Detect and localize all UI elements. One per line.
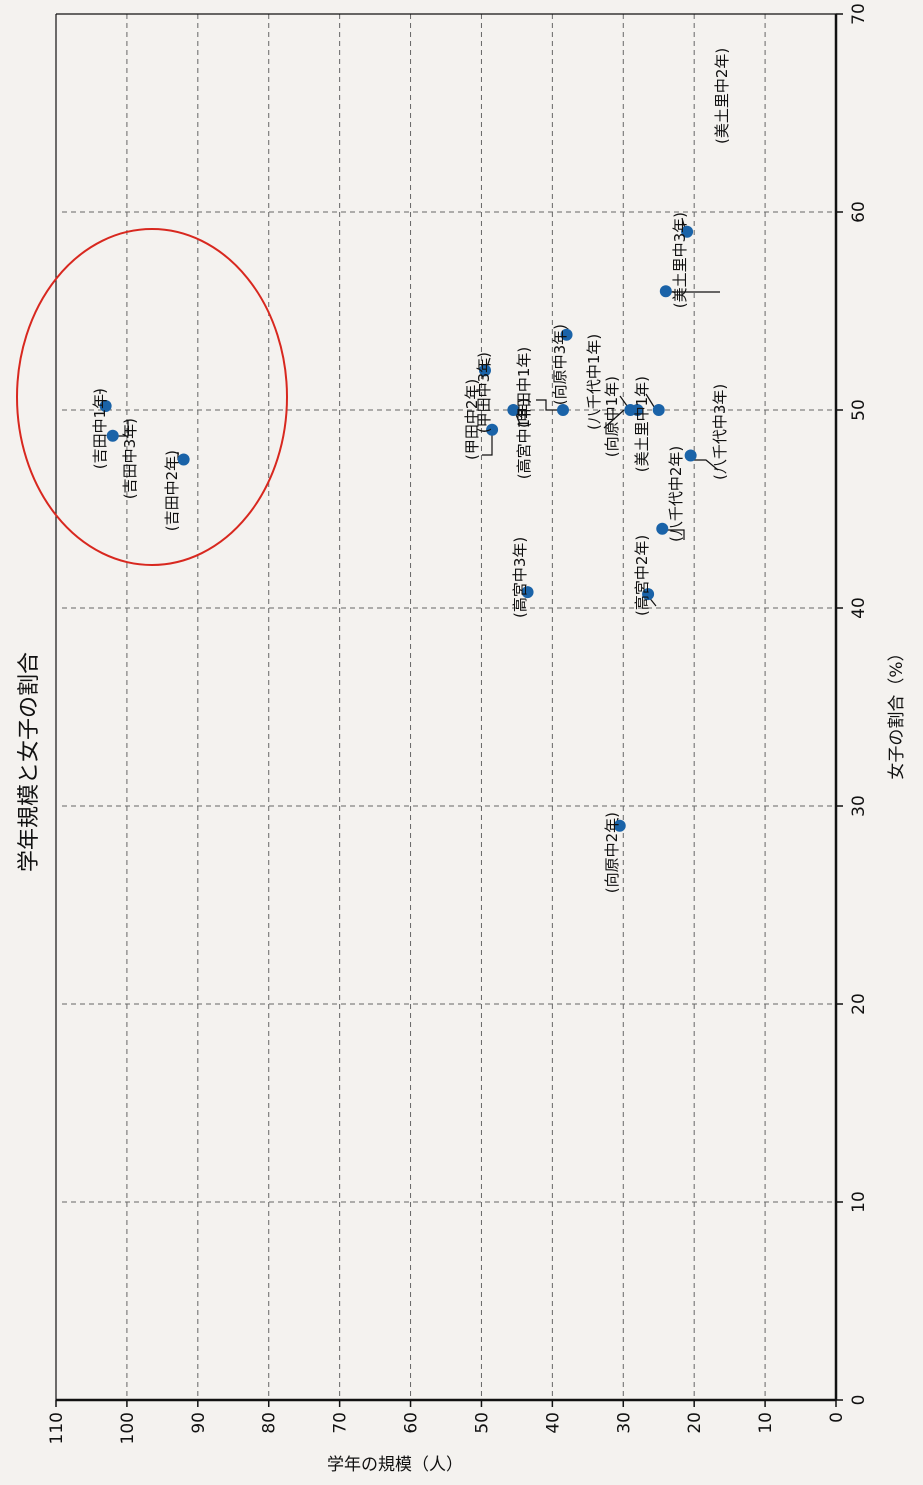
point-label-13: (美土里中3年) <box>671 212 689 308</box>
point-label-7: (高宮中3年) <box>511 537 529 618</box>
data-point-17 <box>642 588 655 601</box>
y-tick-label-20: 20 <box>685 1412 705 1434</box>
point-label-8: (向原中3年) <box>551 324 569 405</box>
data-point-7 <box>521 586 534 599</box>
data-point-11 <box>652 404 665 416</box>
x-tick-label-70: 70 <box>849 3 869 25</box>
data-point-16 <box>684 449 697 462</box>
y-tick-label-110: 110 <box>47 1412 67 1444</box>
leader-line-6 <box>536 399 562 411</box>
point-label-9: (向原中1年) <box>603 376 621 457</box>
leader-line-16 <box>692 459 719 471</box>
leader-line-15 <box>662 529 685 540</box>
x-tick-label-30: 30 <box>849 795 869 817</box>
chart-title: 学年規模と女子の割合 <box>17 652 42 872</box>
data-point-5 <box>486 423 499 436</box>
x-tick-label-0: 0 <box>849 1395 869 1406</box>
y-tick-label-100: 100 <box>118 1412 138 1444</box>
y-axis-label: 学年の規模（人） <box>327 1455 463 1475</box>
y-tick-label-50: 50 <box>472 1412 492 1434</box>
y-tick-label-10: 10 <box>756 1412 776 1434</box>
axes <box>55 13 843 1407</box>
point-label-2: (吉田中2年) <box>163 450 181 531</box>
leader-line-14 <box>603 409 625 429</box>
data-point-1 <box>106 429 119 442</box>
point-labels: (吉田中1年) (吉田中3年) (吉田中2年) (甲田中3年) (甲田中1年) (甲田中2… <box>91 48 731 894</box>
leader-line-5 <box>482 430 493 456</box>
data-point-3 <box>479 364 491 377</box>
x-tick-label-10: 10 <box>849 1191 869 1213</box>
highlight-ellipse <box>16 228 288 566</box>
point-label-16: (八千代中3年) <box>711 384 729 480</box>
data-point-10 <box>613 819 626 832</box>
data-point-8 <box>560 328 573 341</box>
data-point-2 <box>177 453 190 466</box>
y-tick-label-0: 0 <box>827 1412 847 1423</box>
data-point-6 <box>557 404 569 416</box>
x-tick-label-40: 40 <box>849 597 869 619</box>
data-point-13 <box>681 225 694 238</box>
x-axis-label: 女子の割合（%） <box>887 644 907 779</box>
y-tick-label-30: 30 <box>614 1412 634 1434</box>
point-label-3: (甲田中3年) <box>475 352 493 433</box>
tick-labels: 0 10 20 30 40 50 60 70 80 90 100 110 0 10 20 30 40 50 60 70 <box>47 3 869 1444</box>
point-label-11: (美土里中1年) <box>633 376 651 472</box>
point-label-10: (向原中2年) <box>603 812 621 893</box>
data-point-15 <box>656 522 669 535</box>
y-tick-label-60: 60 <box>402 1412 422 1434</box>
point-label-6: (高宮中1年) <box>515 398 533 479</box>
point-label-4: (甲田中1年) <box>515 347 533 428</box>
data-point-14 <box>631 404 644 416</box>
point-label-1: (吉田中3年) <box>121 418 139 499</box>
data-point-12 <box>659 285 672 298</box>
gridlines <box>55 14 836 1400</box>
point-label-5: (甲田中2年) <box>463 379 481 460</box>
data-point-4 <box>507 404 520 416</box>
x-tick-label-50: 50 <box>849 399 869 421</box>
point-label-14: (八千代中1年) <box>585 334 603 430</box>
y-tick-label-90: 90 <box>189 1412 209 1434</box>
point-label-17: (高宮中2年) <box>633 535 651 616</box>
y-tick-label-80: 80 <box>260 1412 280 1434</box>
point-label-15: (八千代中2年) <box>667 446 685 542</box>
y-tick-label-40: 40 <box>543 1412 563 1434</box>
point-label-0: (吉田中1年) <box>91 388 109 469</box>
data-points <box>99 225 697 832</box>
x-tick-label-60: 60 <box>849 201 869 223</box>
data-point-0 <box>99 400 112 413</box>
point-label-12: (美土里中2年) <box>713 48 731 144</box>
x-tick-label-20: 20 <box>849 993 869 1015</box>
y-tick-label-70: 70 <box>331 1412 351 1434</box>
